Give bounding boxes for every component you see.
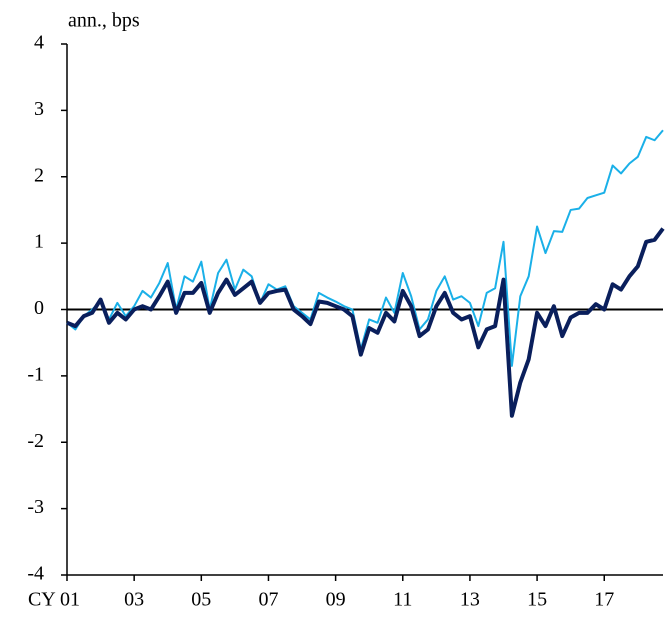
x-tick-label: CY 01: [28, 589, 80, 611]
y-tick-label: -1: [27, 363, 44, 385]
x-tick-label: 15: [527, 589, 547, 611]
y-tick-label: -3: [27, 496, 44, 518]
y-tick-label: -4: [27, 563, 44, 585]
x-tick-label: 11: [393, 589, 412, 611]
x-tick-label: 07: [258, 589, 278, 611]
x-tick-label: 03: [124, 589, 144, 611]
x-tick-label: 05: [191, 589, 211, 611]
x-tick-label: 09: [326, 589, 346, 611]
y-tick-label: 1: [34, 231, 44, 253]
y-tick-label: -2: [27, 430, 44, 452]
y-tick-label: 3: [34, 98, 44, 120]
y-tick-label: 2: [34, 164, 44, 186]
series-line: [66, 227, 665, 418]
y-tick-label: 0: [34, 297, 44, 319]
x-tick-label: 13: [460, 589, 480, 611]
y-axis-label: ann., bps: [68, 10, 140, 32]
y-tick-label: 4: [34, 32, 44, 54]
x-tick-label: 17: [594, 589, 614, 611]
series-line: [66, 129, 664, 367]
